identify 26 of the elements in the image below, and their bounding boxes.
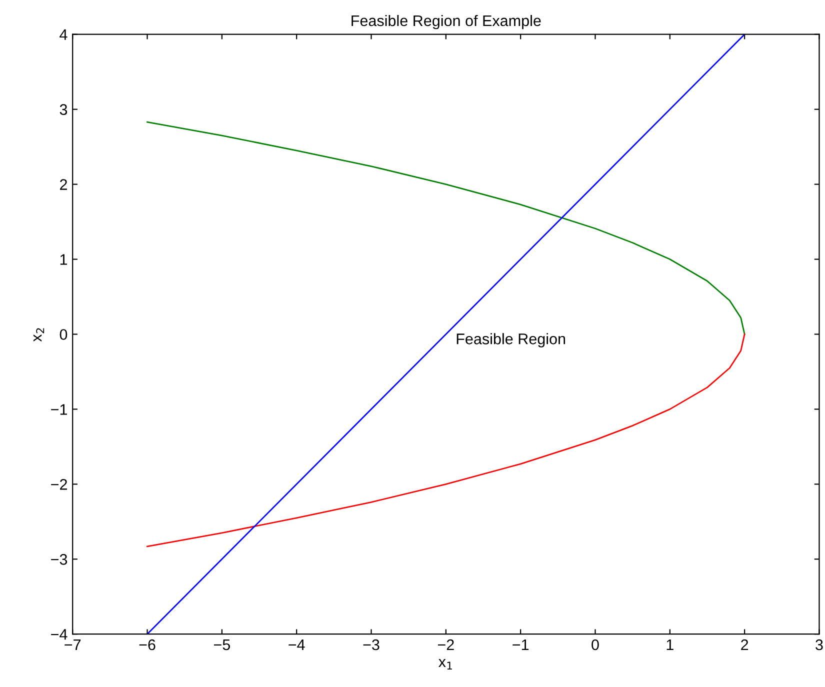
x-tick-label: −5 [214, 640, 230, 650]
y-tick-label: −1 [51, 404, 67, 415]
y-tick-label: 3 [60, 104, 68, 116]
y-tick-label: −2 [51, 479, 67, 490]
y-tick-label: −4 [51, 629, 68, 640]
y-tick-label: 1 [60, 254, 67, 265]
x-tick-label: −6 [139, 639, 156, 650]
x-tick-label: 0 [592, 639, 599, 650]
line-series [146, 334, 746, 548]
x-tick-label: −7 [64, 640, 81, 650]
y-tick-label: 4 [60, 29, 68, 40]
y-tick-label: 2 [60, 179, 67, 190]
y-tick-label: −3 [51, 554, 68, 565]
x-axis-title: x$_{1}$ [438, 658, 452, 670]
y-tick-label: 0 [60, 329, 68, 340]
x-tick-label: −4 [288, 640, 305, 650]
chart-title: Feasible Region of Example [352, 14, 541, 30]
line-series [146, 121, 746, 335]
x-tick-label: 1 [666, 640, 674, 650]
y-axis-title: x$_{2}$ [33, 328, 44, 342]
x-tick-label: 3 [816, 639, 823, 650]
x-tick-label: −1 [512, 640, 529, 650]
x-tick-label: −3 [363, 639, 380, 650]
x-tick-label: −2 [438, 639, 454, 650]
x-tick-label: 2 [741, 639, 748, 650]
annotation: Feasible Region [456, 333, 566, 348]
